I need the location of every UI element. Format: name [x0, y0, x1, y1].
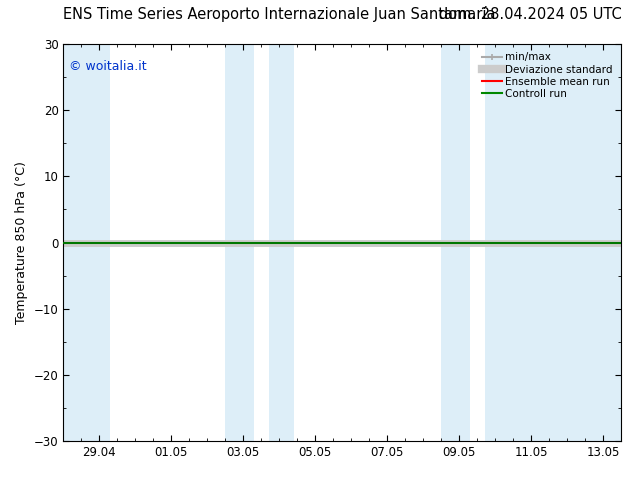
Text: dom. 28.04.2024 05 UTC: dom. 28.04.2024 05 UTC — [439, 7, 621, 22]
Bar — [63, 44, 110, 441]
Bar — [225, 44, 254, 441]
Text: © woitalia.it: © woitalia.it — [69, 60, 146, 73]
Text: ENS Time Series Aeroporto Internazionale Juan Santamaría: ENS Time Series Aeroporto Internazionale… — [63, 6, 496, 22]
Bar — [269, 44, 294, 441]
Legend: min/max, Deviazione standard, Ensemble mean run, Controll run: min/max, Deviazione standard, Ensemble m… — [479, 49, 616, 102]
Bar — [441, 44, 470, 441]
Y-axis label: Temperature 850 hPa (°C): Temperature 850 hPa (°C) — [15, 161, 29, 324]
Bar — [484, 44, 621, 441]
